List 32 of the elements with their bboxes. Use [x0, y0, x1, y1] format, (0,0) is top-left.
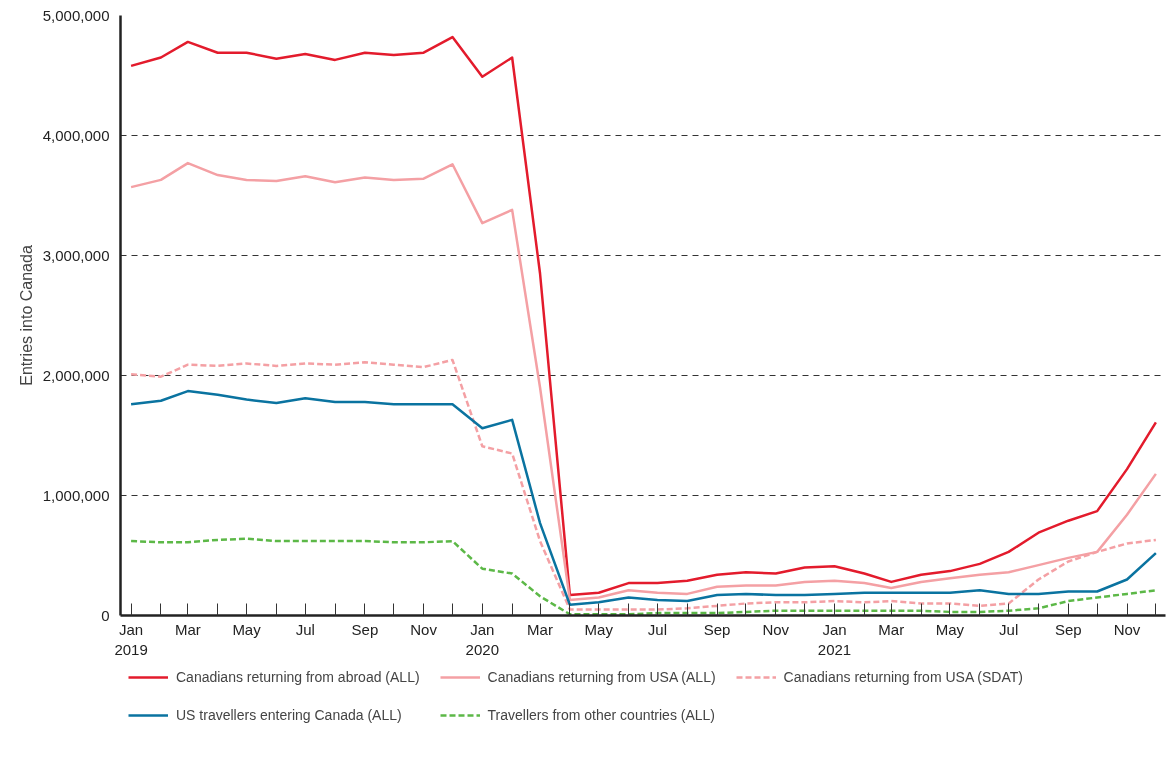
y-tick-label: 0 [101, 606, 110, 624]
x-tick-label: Nov [410, 620, 438, 638]
x-tick-label: Sep [1054, 620, 1082, 638]
x-tick-label: May [232, 620, 262, 638]
x-tick-label: Sep [351, 620, 379, 638]
x-tick-label: Nov [1113, 620, 1141, 638]
x-tick-label: Jul [647, 620, 668, 638]
y-axis-title: Entries into Canada [17, 245, 35, 386]
legend-label: Canadians returning from abroad (ALL) [176, 668, 420, 686]
x-tick-label: Mar [174, 620, 201, 638]
line-series [129, 35, 1158, 597]
x-tick-label: Jul [295, 620, 315, 638]
x-tick-label: Nov [762, 620, 790, 638]
x-tick-label: Jul [999, 620, 1019, 638]
y-tick-label: 1,000,000 [42, 486, 110, 504]
y-tick-label: 3,000,000 [42, 246, 110, 264]
line-series [129, 537, 1158, 616]
x-tick-label: Jan 2019 [114, 620, 148, 658]
legend-label: Canadians returning from USA (SDAT) [783, 668, 1023, 686]
x-tick-label: Sep [703, 620, 731, 638]
x-tick-label: Mar [527, 620, 553, 638]
legend-label: US travellers entering Canada (ALL) [176, 706, 402, 724]
y-tick-label: 4,000,000 [42, 126, 110, 144]
y-tick-label: 2,000,000 [42, 366, 110, 384]
legend-label: Travellers from other countries (ALL) [487, 706, 716, 724]
x-tick-label: Jan 2021 [817, 620, 852, 658]
x-tick-label: May [584, 620, 614, 638]
x-tick-label: Jan 2020 [465, 620, 499, 658]
y-tick-label: 5,000,000 [42, 6, 110, 24]
x-tick-label: Mar [878, 620, 905, 638]
legend-label: Canadians returning from USA (ALL) [487, 668, 716, 686]
x-tick-label: May [935, 620, 965, 638]
